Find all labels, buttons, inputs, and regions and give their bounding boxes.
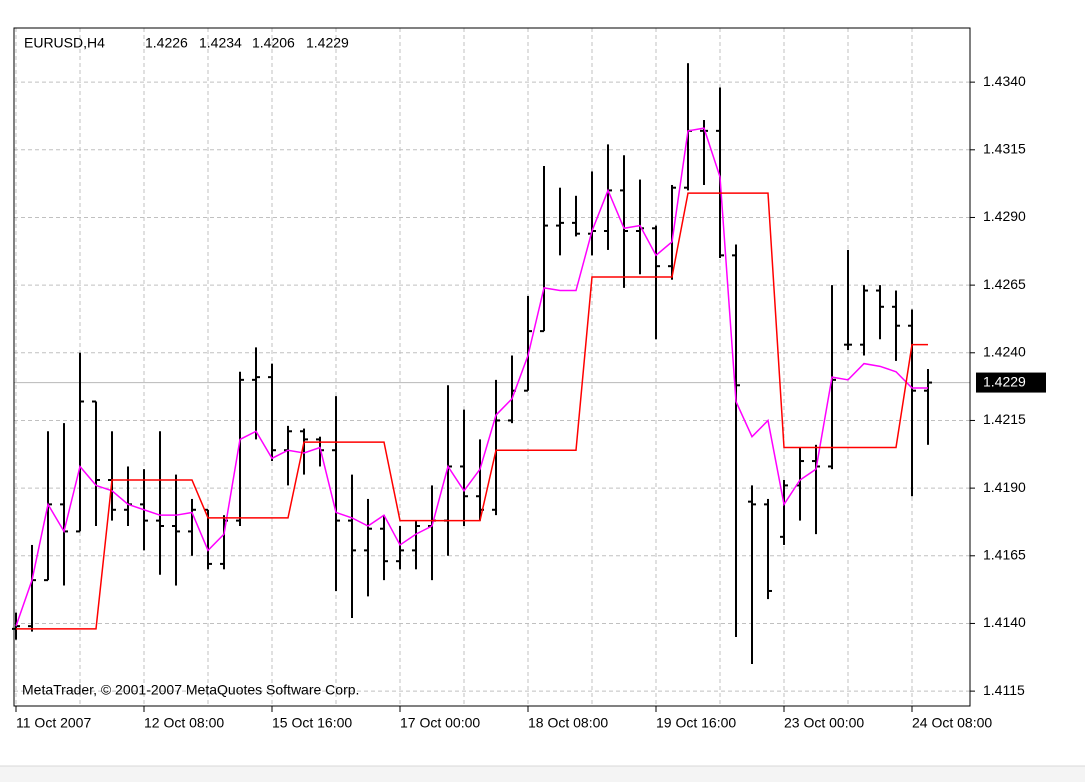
y-tick-label: 1.4290 — [983, 208, 1026, 224]
watermark: MetaTrader, © 2001-2007 MetaQuotes Softw… — [22, 682, 359, 698]
current-price-box — [976, 372, 1046, 393]
y-tick-label: 1.4265 — [983, 276, 1026, 292]
indicator-line — [15, 127, 928, 627]
y-tick-label: 1.4140 — [983, 614, 1026, 630]
x-tick-label: 11 Oct 2007 — [16, 715, 91, 731]
x-tick-label: 18 Oct 08:00 — [528, 715, 608, 731]
plot-frame — [13, 27, 971, 707]
header-open: 1.4226 — [145, 35, 188, 51]
x-tick-label: 17 Oct 00:00 — [400, 715, 480, 731]
y-tick-label: 1.4115 — [983, 682, 1025, 698]
current-price-label: 1.4229 — [983, 373, 1026, 389]
header-low: 1.4206 — [252, 35, 295, 51]
x-tick-label: 15 Oct 16:00 — [272, 715, 352, 731]
y-tick-label: 1.4190 — [983, 479, 1026, 495]
x-tick-label: 12 Oct 08:00 — [144, 715, 224, 731]
header-high: 1.4234 — [199, 35, 242, 51]
y-tick-label: 1.4315 — [983, 140, 1026, 156]
y-tick-label: 1.4215 — [983, 411, 1026, 427]
chart-title: EURUSD,H4 — [24, 35, 105, 51]
y-tick-label: 1.4340 — [983, 73, 1026, 89]
y-tick-label: 1.4240 — [983, 343, 1026, 359]
marks — [12, 63, 932, 665]
status-strip — [0, 766, 1085, 782]
x-tick-label: 24 Oct 08:00 — [912, 715, 992, 731]
x-tick-label: 19 Oct 16:00 — [656, 715, 736, 731]
indicator-line — [16, 192, 928, 630]
y-tick-label: 1.4165 — [983, 546, 1026, 562]
x-tick-label: 23 Oct 00:00 — [784, 715, 864, 731]
header-close: 1.4229 — [306, 35, 349, 51]
